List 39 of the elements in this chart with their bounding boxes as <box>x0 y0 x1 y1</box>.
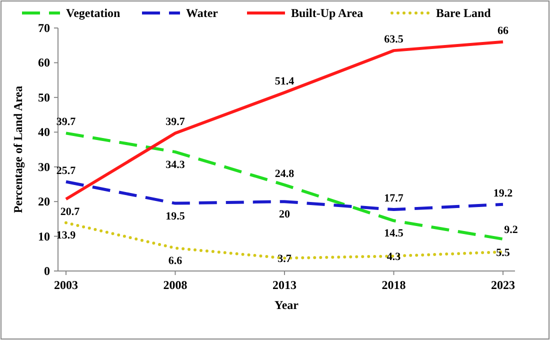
data-label: 24.8 <box>274 168 295 180</box>
data-label: 20 <box>279 208 290 221</box>
x-tick-label: 2018 <box>382 278 406 292</box>
data-label: 17.7 <box>384 192 404 205</box>
data-label: 3.7 <box>278 253 292 266</box>
x-tick-label: 2013 <box>272 278 296 292</box>
legend-label: Bare Land <box>436 6 492 20</box>
y-axis-title: Percentage of Land Area <box>11 86 25 214</box>
data-label: 6.6 <box>168 255 183 268</box>
data-label: 14.5 <box>384 228 404 240</box>
data-label: 9.2 <box>504 224 518 236</box>
x-axis-title: Year <box>274 298 300 312</box>
y-tick-label: 70 <box>38 21 50 35</box>
legend-label: Built-Up Area <box>291 6 364 20</box>
y-tick-label: 20 <box>38 194 50 209</box>
y-tick-label: 40 <box>38 125 50 140</box>
data-label: 25.7 <box>56 164 76 177</box>
y-tick-label: 30 <box>38 160 50 174</box>
y-tick-label: 10 <box>38 229 50 244</box>
data-label: 20.7 <box>60 206 80 218</box>
data-label: 39.7 <box>166 116 186 128</box>
legend-label: Water <box>186 6 219 20</box>
y-tick-label: 0 <box>44 264 50 278</box>
data-label: 19.5 <box>166 210 186 222</box>
x-tick-label: 2008 <box>163 278 188 292</box>
data-label: 39.7 <box>56 116 76 128</box>
data-label: 34.3 <box>166 158 186 171</box>
legend-label: Vegetation <box>66 6 121 20</box>
y-tick-label: 50 <box>38 90 50 104</box>
data-label: 19.2 <box>493 187 514 200</box>
data-label: 5.5 <box>496 246 510 259</box>
x-tick-label: 2023 <box>491 278 515 292</box>
data-label: 66 <box>498 24 509 37</box>
x-tick-label: 2003 <box>54 278 78 292</box>
data-label: 51.4 <box>274 76 295 88</box>
y-tick-label: 60 <box>38 56 50 70</box>
data-label: 4.3 <box>386 251 402 264</box>
data-label: 13.9 <box>56 230 76 242</box>
data-label: 63.5 <box>384 34 404 46</box>
